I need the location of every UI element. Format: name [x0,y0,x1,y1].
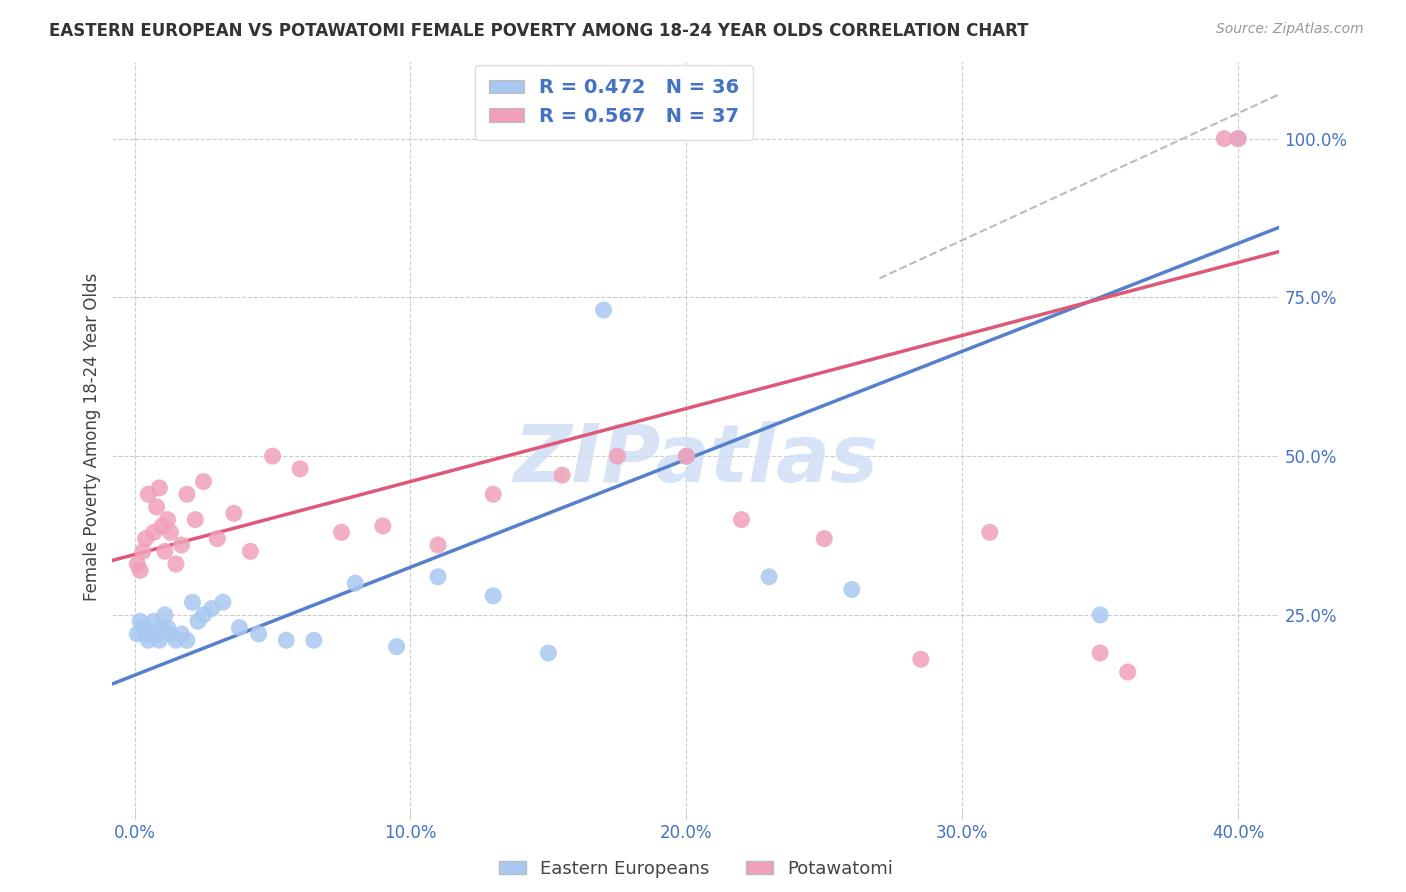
Point [302,633,325,648]
Text: EASTERN EUROPEAN VS POTAWATOMI FEMALE POVERTY AMONG 18-24 YEAR OLDS CORRELATION : EASTERN EUROPEAN VS POTAWATOMI FEMALE PO… [49,22,1029,40]
Point [482,487,505,501]
Point [222,506,245,520]
Point [1227,131,1250,145]
Point [153,607,176,622]
Point [138,633,160,648]
Point [139,627,162,641]
Point [239,544,262,558]
Point [127,557,149,571]
Point [551,468,574,483]
Point [176,633,198,648]
Point [288,462,311,476]
Point [592,303,614,318]
Point [385,640,408,654]
Point [675,449,697,463]
Point [427,538,450,552]
Point [127,627,149,641]
Point [132,544,155,558]
Point [427,570,450,584]
Point [276,633,298,648]
Point [482,589,505,603]
Point [193,475,215,489]
Point [132,621,155,635]
Y-axis label: Female Poverty Among 18-24 Year Olds: Female Poverty Among 18-24 Year Olds [83,273,101,601]
Point [371,519,394,533]
Point [145,500,167,514]
Legend: Eastern Europeans, Potawatomi: Eastern Europeans, Potawatomi [492,853,900,885]
Point [841,582,863,597]
Point [1088,646,1111,660]
Point [207,532,229,546]
Point [228,621,250,635]
Point [150,621,173,635]
Point [148,633,170,648]
Point [1227,131,1250,145]
Point [344,576,367,591]
Point [138,487,160,501]
Point [1088,607,1111,622]
Point [165,633,187,648]
Text: Source: ZipAtlas.com: Source: ZipAtlas.com [1216,22,1364,37]
Point [1116,665,1139,679]
Point [170,627,193,641]
Point [675,449,697,463]
Point [758,570,780,584]
Point [193,607,215,622]
Point [979,525,1001,540]
Point [537,646,560,660]
Point [176,487,198,501]
Point [730,513,752,527]
Point [910,652,932,666]
Point [187,614,209,628]
Point [142,614,165,628]
Point [201,601,224,615]
Point [1213,131,1236,145]
Point [156,621,179,635]
Point [606,449,628,463]
Point [165,557,187,571]
Point [813,532,835,546]
Point [170,538,193,552]
Point [129,614,152,628]
Point [142,525,165,540]
Point [211,595,233,609]
Point [181,595,204,609]
Point [148,481,170,495]
Point [156,513,179,527]
Text: ZIPatlas: ZIPatlas [513,420,879,499]
Point [184,513,207,527]
Point [247,627,270,641]
Point [153,544,176,558]
Point [159,525,181,540]
Point [150,519,173,533]
Point [145,627,167,641]
Point [129,563,152,577]
Point [135,532,157,546]
Point [330,525,353,540]
Point [135,627,157,641]
Point [159,627,181,641]
Point [262,449,284,463]
